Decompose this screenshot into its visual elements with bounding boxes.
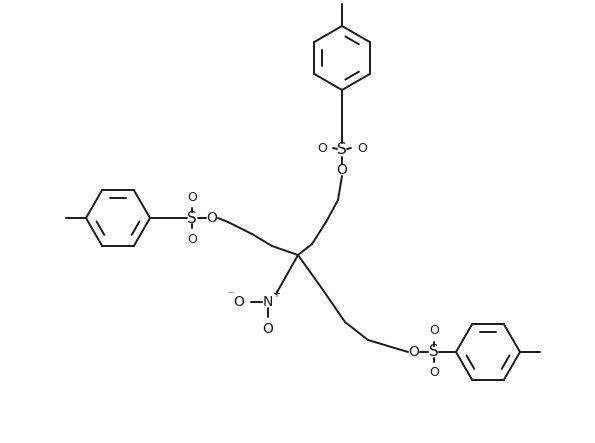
Text: S: S	[429, 345, 439, 360]
Text: O: O	[357, 141, 367, 155]
Text: O: O	[234, 295, 245, 309]
Text: S: S	[187, 210, 197, 225]
Text: N: N	[263, 295, 273, 309]
Text: O: O	[187, 233, 197, 245]
Text: O: O	[409, 345, 419, 359]
Text: ⁻: ⁻	[227, 290, 233, 300]
Text: O: O	[429, 366, 439, 380]
Text: O: O	[262, 322, 274, 336]
Text: O: O	[429, 325, 439, 338]
Text: S: S	[337, 143, 347, 158]
Text: O: O	[187, 190, 197, 203]
Text: +: +	[272, 289, 280, 299]
Text: O: O	[337, 163, 347, 177]
Text: O: O	[206, 211, 217, 225]
Text: O: O	[317, 141, 327, 155]
